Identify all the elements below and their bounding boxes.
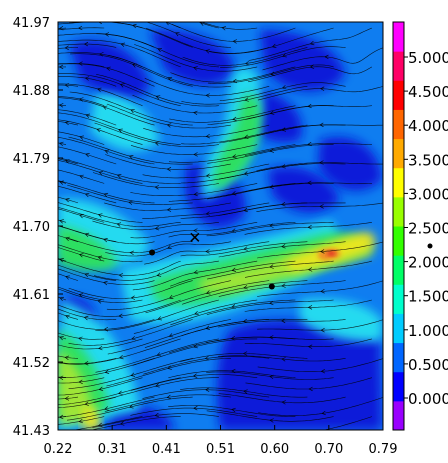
colorbar-segment <box>393 109 404 139</box>
colorbar-segment <box>393 139 404 169</box>
x-tick-label: 0.22 <box>44 442 73 457</box>
y-tick-label: 41.52 <box>13 356 50 371</box>
colorbar-tick-label: 4.000 <box>408 117 448 135</box>
y-tick-label: 41.88 <box>13 84 50 99</box>
colorbar-tick-label: 0.000 <box>408 390 448 408</box>
field-region-red <box>327 251 335 257</box>
colorbar-segment <box>393 80 404 110</box>
y-axis: 41.97 41.88 41.79 41.70 41.61 41.52 41.43 <box>13 16 63 439</box>
x-tick-label: 0.70 <box>314 442 343 457</box>
plot-area <box>53 17 384 435</box>
colorbar-tick-label: 3.000 <box>408 185 448 203</box>
colorbar-tick-label: 2.000 <box>408 254 448 272</box>
x-tick-label: 0.51 <box>206 442 235 457</box>
colorbar-segment <box>393 51 404 81</box>
y-tick-label: 41.43 <box>13 424 50 439</box>
station-dot <box>269 283 275 289</box>
colorbar-segment <box>393 22 404 52</box>
colorbar-segment <box>393 313 404 343</box>
x-tick-label: 0.60 <box>260 442 289 457</box>
y-tick-label: 41.79 <box>13 152 50 167</box>
colorbar-tick-label: 2.500 <box>408 220 448 238</box>
colorbar-ticks: 5.000 4.500 4.000 3.500 3.000 2.500 2.000 1.500… <box>404 49 448 408</box>
x-tick-label: 0.31 <box>98 442 127 457</box>
colorbar-tick-label: 4.500 <box>408 83 448 101</box>
y-tick-label: 41.97 <box>13 16 50 31</box>
colorbar-tick-label: 1.000 <box>408 322 448 340</box>
colorbar-segment <box>393 168 404 198</box>
colorbar-segment <box>393 401 404 431</box>
colorbar-segment <box>393 197 404 227</box>
streamline-arrow <box>310 430 314 434</box>
legend-dot <box>428 244 433 249</box>
y-tick-label: 41.61 <box>13 288 50 303</box>
colorbar-tick-label: 0.500 <box>408 356 448 374</box>
colorbar-segment <box>393 343 404 373</box>
colorbar-tick-label: 1.500 <box>408 288 448 306</box>
x-tick-label: 0.79 <box>369 442 398 457</box>
station-dot <box>149 249 155 255</box>
colorbar-segment <box>393 372 404 402</box>
colorbar-tick-label: 3.500 <box>408 151 448 169</box>
colorbar <box>393 22 404 431</box>
y-tick-label: 41.70 <box>13 220 50 235</box>
colorbar-segment <box>393 226 404 256</box>
x-tick-label: 0.41 <box>152 442 181 457</box>
colorbar-segment <box>393 255 404 285</box>
colorbar-segment <box>393 284 404 314</box>
colorbar-tick-label: 5.000 <box>408 49 448 67</box>
